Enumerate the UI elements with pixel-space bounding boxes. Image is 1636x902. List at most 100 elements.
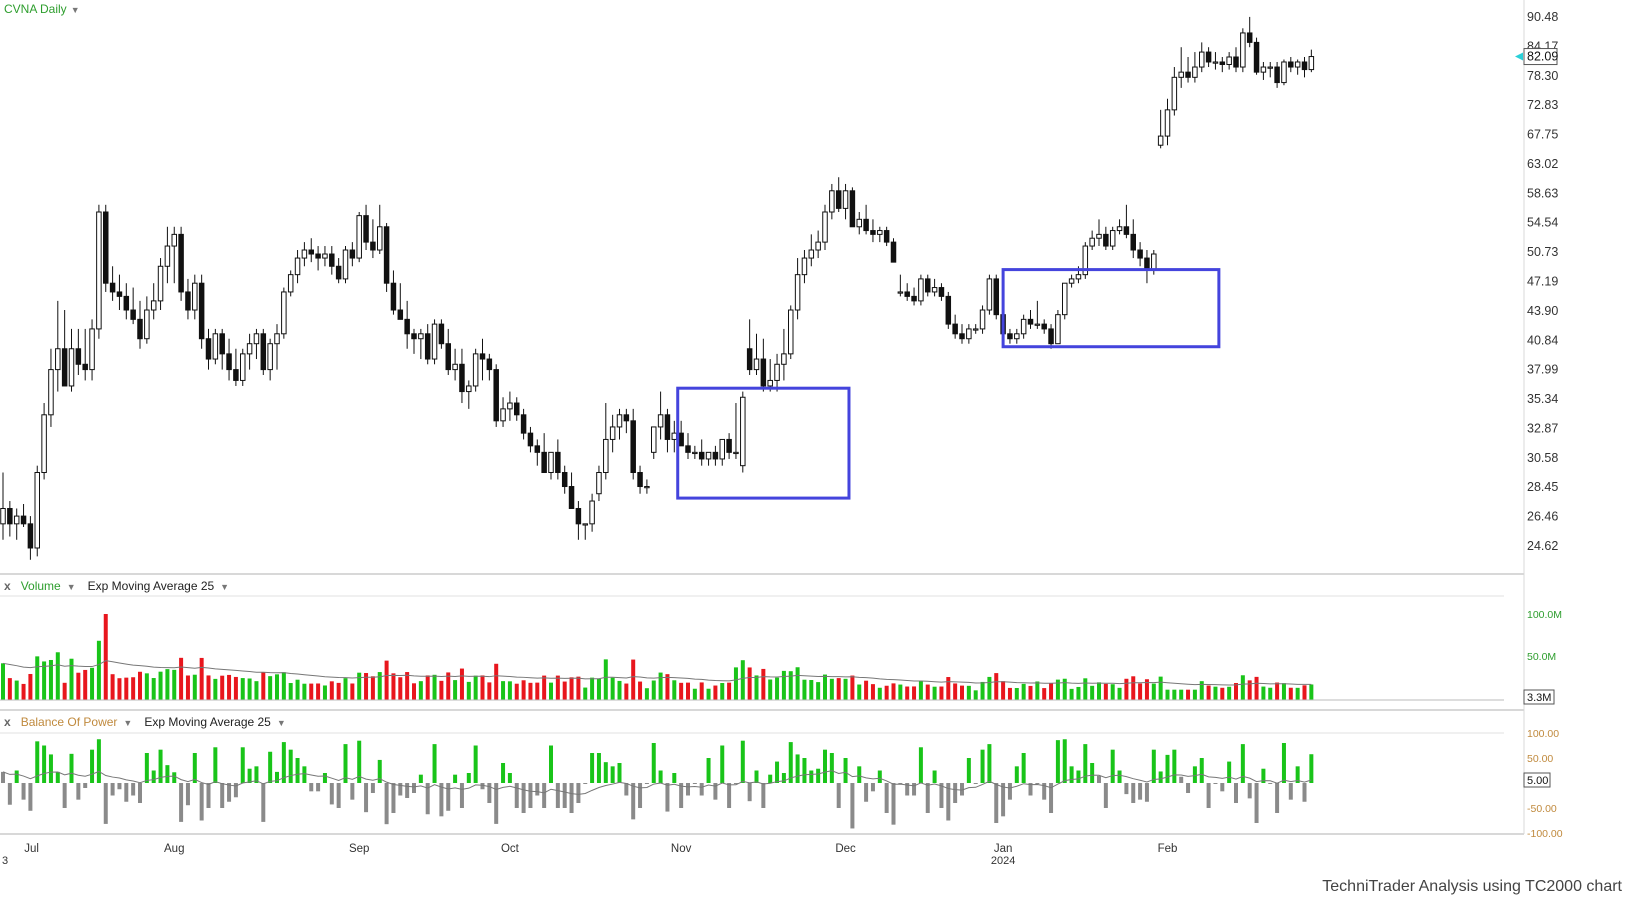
bop-bar <box>316 783 321 792</box>
bop-bar <box>350 783 355 800</box>
volume-bar <box>1158 676 1163 700</box>
candle <box>788 309 794 355</box>
chevron-down-icon[interactable]: ▼ <box>70 5 80 15</box>
bop-bar <box>795 754 800 783</box>
volume-value-label: 3.3M <box>1527 692 1551 704</box>
volume-bar <box>501 681 506 700</box>
volume-bar <box>254 681 259 700</box>
candle <box>281 291 287 335</box>
candle <box>1267 66 1273 69</box>
bop-bar <box>1261 768 1266 783</box>
bop-bar <box>343 744 348 783</box>
bop-pane-header: x Balance Of Power ▼ Exp Moving Average 25 ▼ <box>4 715 298 730</box>
price-tick-label: 54.54 <box>1527 216 1558 230</box>
bop-bar <box>1268 783 1273 784</box>
bop-bar <box>603 762 608 783</box>
volume-bar <box>870 684 875 700</box>
bop-bar <box>679 783 684 808</box>
candle <box>630 420 636 474</box>
bop-bar <box>658 770 663 783</box>
price-pane <box>0 16 1315 560</box>
candle <box>144 309 150 340</box>
candle <box>931 287 938 293</box>
candle <box>452 363 458 371</box>
volume-bar <box>816 682 821 700</box>
candle <box>664 414 671 440</box>
chevron-down-icon[interactable]: ▼ <box>66 582 76 592</box>
candle <box>82 363 88 371</box>
volume-bar <box>966 685 971 700</box>
volume-bar <box>1288 687 1293 700</box>
bop-bar <box>1007 783 1012 800</box>
candle <box>1199 51 1205 68</box>
candle <box>1192 66 1198 78</box>
bop-bar <box>1247 783 1252 799</box>
volume-bar <box>569 677 574 700</box>
volume-bar <box>761 668 766 700</box>
candle <box>383 226 390 284</box>
close-volume-pane-button[interactable]: x <box>4 579 11 593</box>
bop-bar <box>124 783 129 802</box>
candle <box>103 211 109 284</box>
volume-bar <box>733 667 738 700</box>
bop-bar <box>864 783 869 802</box>
candle <box>1171 76 1178 111</box>
volume-bar <box>377 672 382 700</box>
volume-bar <box>781 670 786 700</box>
volume-bar <box>1179 689 1184 700</box>
volume-bar <box>727 682 732 700</box>
candle <box>856 218 862 228</box>
volume-bar <box>775 677 780 700</box>
volume-bar <box>384 660 389 700</box>
bop-bar <box>836 783 841 808</box>
candle <box>849 190 856 228</box>
candle <box>808 249 815 259</box>
chevron-down-icon[interactable]: ▼ <box>220 582 230 592</box>
bop-bar <box>446 783 451 811</box>
x-sub-label: 2024 <box>991 855 1015 867</box>
volume-bar <box>76 672 81 700</box>
chevron-down-icon[interactable]: ▼ <box>123 718 133 728</box>
volume-bar <box>514 683 519 700</box>
chevron-down-icon[interactable]: ▼ <box>276 718 286 728</box>
volume-bar <box>1254 676 1259 700</box>
price-tick-label: 72.83 <box>1527 98 1558 112</box>
candle <box>287 274 294 293</box>
bop-bar <box>596 753 601 783</box>
volume-bar <box>227 674 232 700</box>
volume-bar <box>206 675 211 700</box>
last-price-box <box>1523 48 1558 66</box>
volume-indicator-label[interactable]: Volume <box>20 579 61 593</box>
bop-bar <box>542 783 547 808</box>
close-bop-pane-button[interactable]: x <box>4 715 11 729</box>
bop-bar <box>665 783 670 812</box>
bop-bar <box>398 783 403 796</box>
volume-bar <box>877 687 882 700</box>
bop-bar <box>1069 766 1074 783</box>
bop-bar <box>507 773 512 783</box>
volume-bar <box>42 661 47 700</box>
bop-ema-label[interactable]: Exp Moving Average 25 <box>144 715 271 729</box>
bop-bar <box>233 783 238 798</box>
bop-bar <box>699 783 704 796</box>
bop-indicator-label[interactable]: Balance Of Power <box>20 715 118 729</box>
bop-bar <box>1055 740 1060 783</box>
volume-ema-label[interactable]: Exp Moving Average 25 <box>87 579 215 593</box>
bop-bar <box>1295 766 1300 783</box>
bop-bar <box>740 740 745 783</box>
candle <box>274 333 280 345</box>
bop-bar <box>336 783 341 808</box>
volume-bar <box>370 676 375 700</box>
candle <box>205 338 212 360</box>
volume-bar <box>240 678 245 700</box>
candle <box>548 451 554 474</box>
chart-title[interactable]: CVNA Daily ▼ <box>4 2 92 17</box>
candle <box>431 323 438 360</box>
candle <box>692 451 698 455</box>
candle <box>1281 61 1287 84</box>
candle <box>472 353 479 387</box>
bop-bar <box>1240 744 1245 783</box>
candle <box>1164 109 1171 137</box>
candle <box>130 309 136 320</box>
